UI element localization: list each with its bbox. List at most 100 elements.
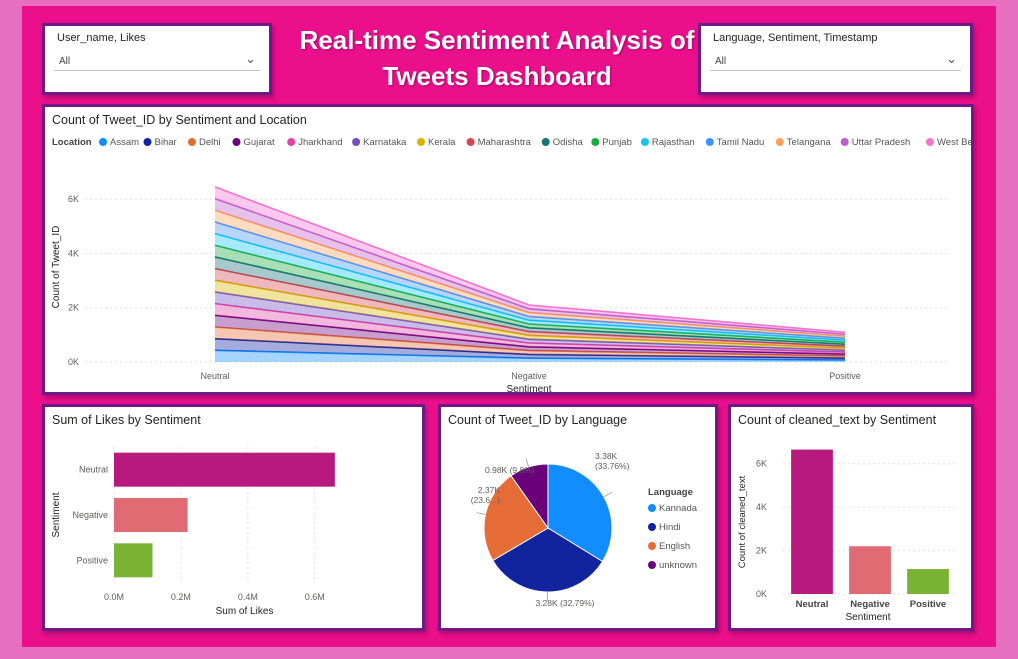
legend-marker-7 [466,138,475,146]
likes-bar-chart-card[interactable]: Sum of Likes by Sentiment 0.0M 0.2M 0.4M 0.… [42,404,425,631]
cleaned-text-bar-chart-card[interactable]: Count of cleaned_text by Sentiment 0K 2K 4… [728,404,974,631]
legend-marker-14 [926,138,934,146]
dashboard-canvas: User_name, Likes All ⌄ Real-time Sentime… [22,6,996,647]
y-tick-label: 6K [68,194,79,204]
y-tick-label: Positive [76,555,108,565]
legend-label: Telangana [787,137,832,148]
legend-marker-5 [352,138,361,146]
area-line-karnataka [214,291,846,351]
area-chart: Location Assam Bihar Delhi Gujarat Jharkhand K… [51,137,971,392]
slicer-value: All [59,56,71,67]
area-chart-card[interactable]: Count of Tweet_ID by Sentiment and Locat… [42,104,974,395]
area-line-west-bengal [214,186,846,334]
chart-title: Count of Tweet_ID by Language [448,413,628,427]
slicer-dropdown[interactable]: All ⌄ [54,50,260,71]
area-line-delhi [214,326,846,357]
data-label: 3.28K (32.79%) [535,598,594,608]
legend-marker-3 [232,138,241,146]
area-band-delhi [215,326,845,359]
slicer-user-likes[interactable]: User_name, Likes All ⌄ [42,23,272,95]
legend-label: unknown [659,560,697,571]
x-tick-label: 0.6M [305,592,325,602]
legend-label: Kerala [428,137,456,148]
chevron-down-icon[interactable]: ⌄ [946,51,957,66]
legend-marker-13 [840,138,849,146]
legend-marker-0 [648,504,656,512]
x-axis-title: Sum of Likes [216,606,274,617]
dashboard-title: Real-time Sentiment Analysis of Tweets D… [299,25,695,91]
data-label: 0.98K (9.8%) [485,465,535,475]
x-tick-label: 0.2M [171,592,191,602]
bar-negative [849,546,891,594]
x-tick-label: Neutral [796,599,829,610]
area-line-punjab [214,244,846,343]
legend-label: Jharkhand [298,137,342,148]
legend-label: Hindi [659,522,681,533]
legend-marker-0 [99,138,107,146]
area-line-uttar-pradesh [214,197,846,336]
y-tick-label: 2K [68,303,79,313]
slicer-language-sentiment-timestamp[interactable]: Language, Sentiment, Timestamp All ⌄ [698,23,973,95]
legend-label: English [659,541,690,552]
x-tick-label: Negative [850,599,890,610]
leader-line [476,512,486,515]
area-line-gujarat [214,314,846,355]
legend-label: Bihar [155,137,177,148]
area-line-tamil-nadu [214,221,846,340]
x-axis-title: Sentiment [506,384,551,392]
legend-marker-9 [591,138,600,146]
bar-neutral [791,449,833,594]
legend-label: Odisha [553,137,584,148]
legend-title: Location [52,137,92,148]
chevron-down-icon[interactable]: ⌄ [245,51,256,66]
legend-marker-10 [640,138,649,146]
data-label: 2.37K (23.6...) [471,485,501,505]
leader-line [525,458,530,468]
y-tick-label: 6K [756,459,767,469]
legend-label: Gujarat [244,137,276,148]
pie-slice-kannada [547,463,613,563]
y-tick-label: 0K [756,589,767,599]
legend-marker-11 [705,138,714,146]
x-axis-title: Sentiment [845,612,890,623]
y-tick-label: 0K [68,357,79,367]
bar-positive [114,543,153,578]
slicer-value: All [715,56,727,67]
pie-slice-unknown [510,463,549,530]
slicer-dropdown[interactable]: All ⌄ [710,50,961,71]
leader-line [603,492,612,498]
legend-marker-1 [648,523,656,531]
y-axis-title: Count of cleaned_text [737,475,748,568]
y-tick-label: 4K [756,502,767,512]
chart-title: Sum of Likes by Sentiment [52,413,201,427]
x-tick-label: Neutral [200,371,229,381]
legend-label: West Bengal [937,137,971,148]
legend-label: Delhi [199,137,221,148]
area-line-odisha [214,256,846,345]
legend-label: Assam [110,137,139,148]
legend-label: Karnataka [363,137,407,148]
legend-label: Uttar Pradesh [852,137,911,148]
y-axis-title: Count of Tweet_ID [51,226,62,309]
area-line-telangana [214,209,846,338]
y-tick-label: 2K [756,546,767,556]
legend-title: Language [648,487,693,498]
x-tick-label: 0.4M [238,592,258,602]
legend-label: Rajasthan [652,137,695,148]
y-tick-label: 4K [68,248,79,258]
area-line-bihar [214,337,846,359]
bar-negative [114,498,188,532]
area-line-jharkhand [214,302,846,353]
language-pie-chart-card[interactable]: Count of Tweet_ID by Language 3.38K (33.7… [438,404,718,631]
y-tick-label: Neutral [79,465,108,475]
x-tick-label: Positive [829,371,861,381]
area-band-gujarat [215,315,845,357]
legend-marker-1 [143,138,152,146]
area-line-assam [214,349,846,361]
x-tick-label: Negative [511,371,547,381]
legend-marker-8 [541,138,550,146]
bar-neutral [114,452,335,487]
chart-title: Count of Tweet_ID by Sentiment and Locat… [52,113,307,127]
likes-bar-chart: 0.0M 0.2M 0.4M 0.6M Neutral Negative Positive S… [51,447,335,617]
area-band-karnataka [215,291,845,353]
